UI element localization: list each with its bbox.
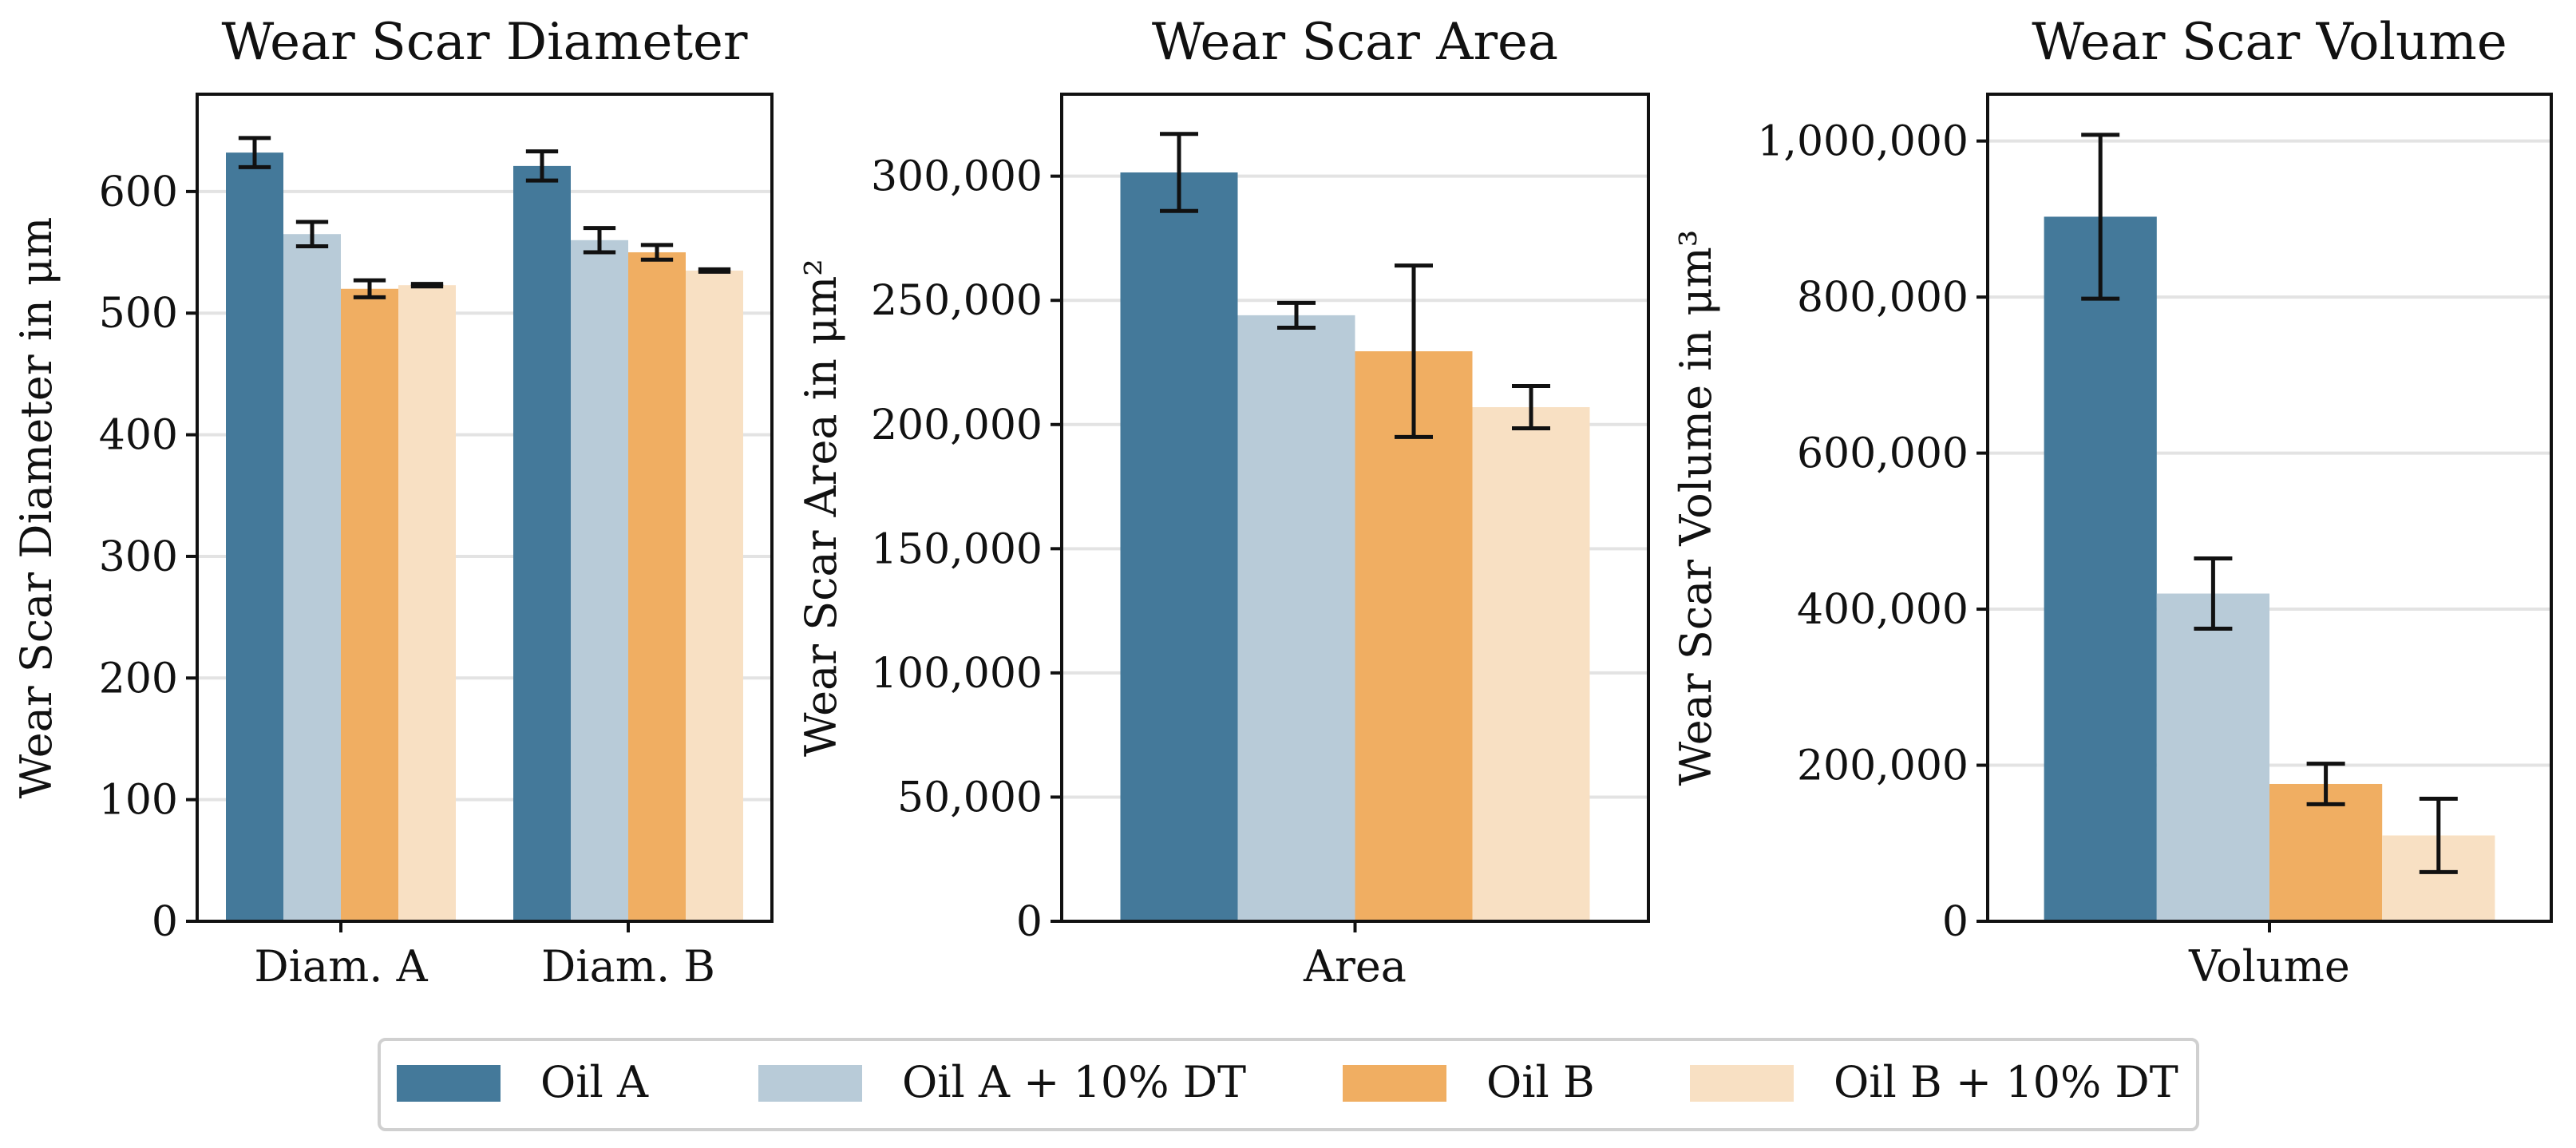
legend-label-1: Oil A	[540, 1057, 649, 1107]
bar-1-diam-a-series-1	[226, 152, 283, 922]
x-tick-label: Diam. B	[541, 941, 715, 992]
y-tick-label: 0	[152, 898, 178, 946]
bar-3-volume-series-2	[2156, 593, 2269, 921]
y-tick-label: 400	[99, 412, 178, 460]
legend-swatch-4	[1690, 1065, 1794, 1102]
bar-1-diam-a-series-3	[341, 288, 398, 921]
y-tick-label: 300,000	[871, 153, 1043, 201]
chart-title: Wear Scar Area	[1152, 13, 1558, 72]
bar-2-area-series-2	[1237, 315, 1355, 921]
legend-label-3: Oil B	[1486, 1057, 1595, 1107]
bar-1-diam-a-series-2	[283, 234, 341, 921]
x-tick-label: Area	[1303, 941, 1407, 992]
bar-2-area-series-3	[1355, 351, 1473, 921]
y-tick-label: 200,000	[871, 402, 1043, 449]
legend-swatch-2	[758, 1065, 862, 1102]
y-tick-label: 500	[99, 290, 178, 338]
legend-label-2: Oil A + 10% DT	[902, 1057, 1246, 1107]
bar-1-diam-a-series-4	[398, 285, 456, 922]
y-tick-label: 1,000,000	[1757, 118, 1969, 166]
y-tick-label: 400,000	[1797, 586, 1969, 634]
chart-panel-2: 0 50,000 100,000 150,000 200,000 250,000 300,0…	[796, 13, 1650, 992]
bar-3-volume-series-1	[2044, 216, 2157, 921]
y-axis-label: Wear Scar Area in μm²	[796, 259, 846, 757]
legend-swatch-1	[397, 1065, 501, 1102]
bar-2-area-series-1	[1120, 172, 1238, 921]
bar-1-diam-b-series-2	[571, 239, 628, 922]
legend-swatch-3	[1343, 1065, 1446, 1102]
chart-title: Wear Scar Volume	[2032, 13, 2507, 72]
x-tick-label: Diam. A	[254, 941, 428, 992]
bar-1-diam-b-series-1	[513, 165, 571, 921]
y-tick-label: 200,000	[1797, 742, 1969, 790]
y-tick-label: 800,000	[1797, 274, 1969, 322]
plot-frame	[196, 93, 774, 923]
legend-box	[378, 1038, 2199, 1131]
y-tick-label: 300	[99, 533, 178, 581]
y-axis-label: Wear Scar Volume in μm³	[1671, 230, 1721, 786]
y-tick-label: 200	[99, 655, 178, 703]
bar-1-diam-b-series-4	[686, 270, 743, 922]
y-tick-label: 100	[99, 777, 178, 825]
chart-title: Wear Scar Diameter	[222, 13, 748, 72]
y-tick-label: 50,000	[897, 774, 1043, 821]
legend: Oil A Oil A + 10% DT Oil B Oil B + 10% DT	[378, 1038, 2199, 1131]
y-tick-label: 100,000	[871, 650, 1043, 698]
y-tick-label: 0	[1016, 898, 1043, 946]
bar-2-area-series-4	[1472, 407, 1590, 921]
y-tick-label: 600,000	[1797, 430, 1969, 478]
chart-panel-1: 0 100 200 300 400 500 600 Diam. A Diam. B Wear Sc…	[11, 13, 774, 992]
legend-label-4: Oil B + 10% DT	[1834, 1057, 2178, 1107]
chart-panel-3: 0 200,000 400,000 600,000 800,000 1,000,000 Vo…	[1671, 13, 2553, 992]
x-tick-label: Volume	[2188, 941, 2350, 992]
y-axis-label: Wear Scar Diameter in μm	[11, 217, 61, 799]
y-tick-label: 0	[1942, 898, 1969, 946]
y-tick-label: 250,000	[871, 277, 1043, 325]
y-tick-label: 150,000	[871, 525, 1043, 573]
bar-3-volume-series-3	[2269, 783, 2383, 921]
y-tick-label: 600	[99, 168, 178, 216]
bar-1-diam-b-series-3	[628, 252, 686, 921]
